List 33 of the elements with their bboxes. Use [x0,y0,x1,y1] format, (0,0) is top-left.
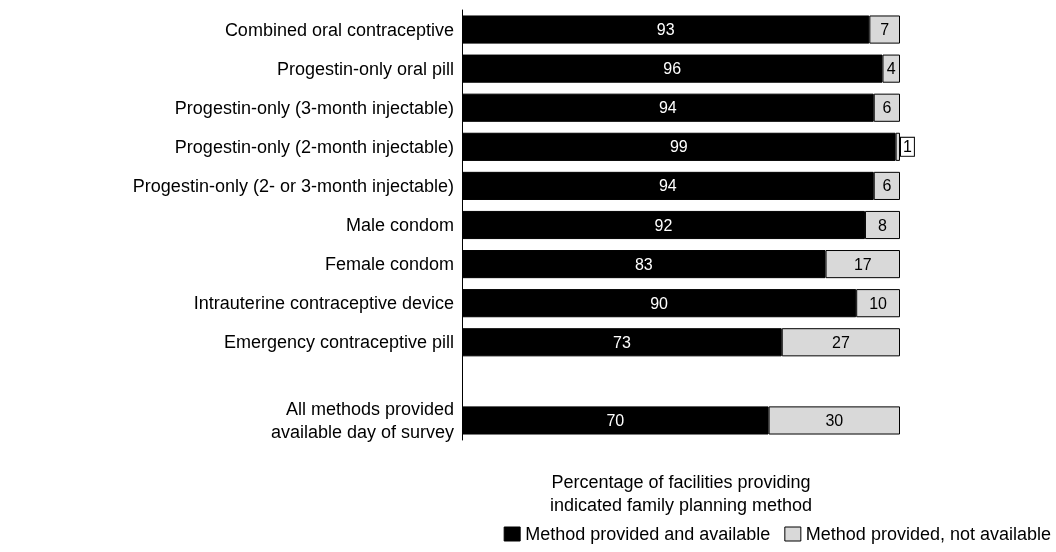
y-tick-label: Combined oral contraceptive [224,19,454,40]
y-tick-label: Progestin-only (3-month injectable) [174,97,454,118]
data-label: 1 [903,138,912,156]
data-label: 92 [654,216,673,234]
data-label: 90 [650,294,669,312]
data-label: 7 [880,21,890,39]
y-tick-label: Emergency contraceptive pill [223,332,454,353]
data-label: 94 [658,177,677,195]
y-tick-label: Female condom [324,254,454,275]
data-label: 8 [878,216,888,234]
data-label: 17 [853,255,872,273]
data-label: 4 [886,60,896,78]
data-label: 99 [669,138,688,156]
x-axis-title: Percentage of facilities providing indicated family planning method [549,471,813,515]
data-label: 6 [882,99,892,117]
data-label: 94 [658,99,677,117]
y-tick-label: All methods provided available day of survey [270,398,454,442]
data-label: 70 [606,411,625,429]
legend-label: Method provided and available [525,524,771,544]
y-tick-label: Intrauterine contraceptive device [193,293,454,314]
data-label: 27 [831,333,850,351]
y-tick-label: Progestin-only (2- or 3-month injectable) [132,175,454,196]
data-label: 10 [869,294,888,312]
y-tick-label: Progestin-only oral pill [276,58,454,79]
data-label: 93 [656,21,675,39]
y-tick-label: Male condom [345,215,454,235]
data-label: 83 [634,255,653,273]
y-tick-label: Progestin-only (2-month injectable) [174,136,454,157]
data-label: 6 [882,177,892,195]
legend-label: Method provided, not available [805,524,1052,544]
data-label: 73 [612,333,631,351]
data-label: 96 [663,60,682,78]
data-label: 30 [825,411,844,429]
